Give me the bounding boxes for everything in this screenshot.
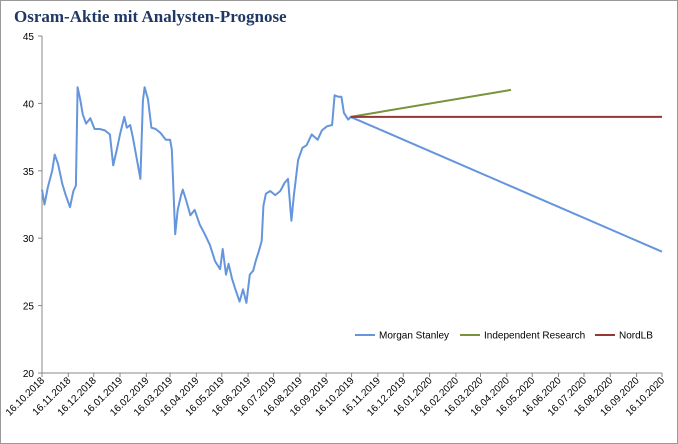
y-tick-label: 35 bbox=[23, 167, 35, 178]
legend-label: NordLB bbox=[619, 331, 653, 342]
y-tick-label: 40 bbox=[23, 99, 35, 110]
legend-label: Morgan Stanley bbox=[379, 331, 449, 342]
y-tick-label: 45 bbox=[23, 32, 35, 43]
line bbox=[41, 86, 663, 304]
y-tick-label: 25 bbox=[23, 302, 35, 313]
chart-title: Osram-Aktie mit Analysten-Prognose bbox=[14, 7, 287, 26]
line bbox=[350, 88, 512, 118]
y-tick-label: 30 bbox=[23, 234, 35, 245]
legend-label: Independent Research bbox=[484, 331, 585, 342]
y-tick-label: 20 bbox=[23, 369, 35, 380]
